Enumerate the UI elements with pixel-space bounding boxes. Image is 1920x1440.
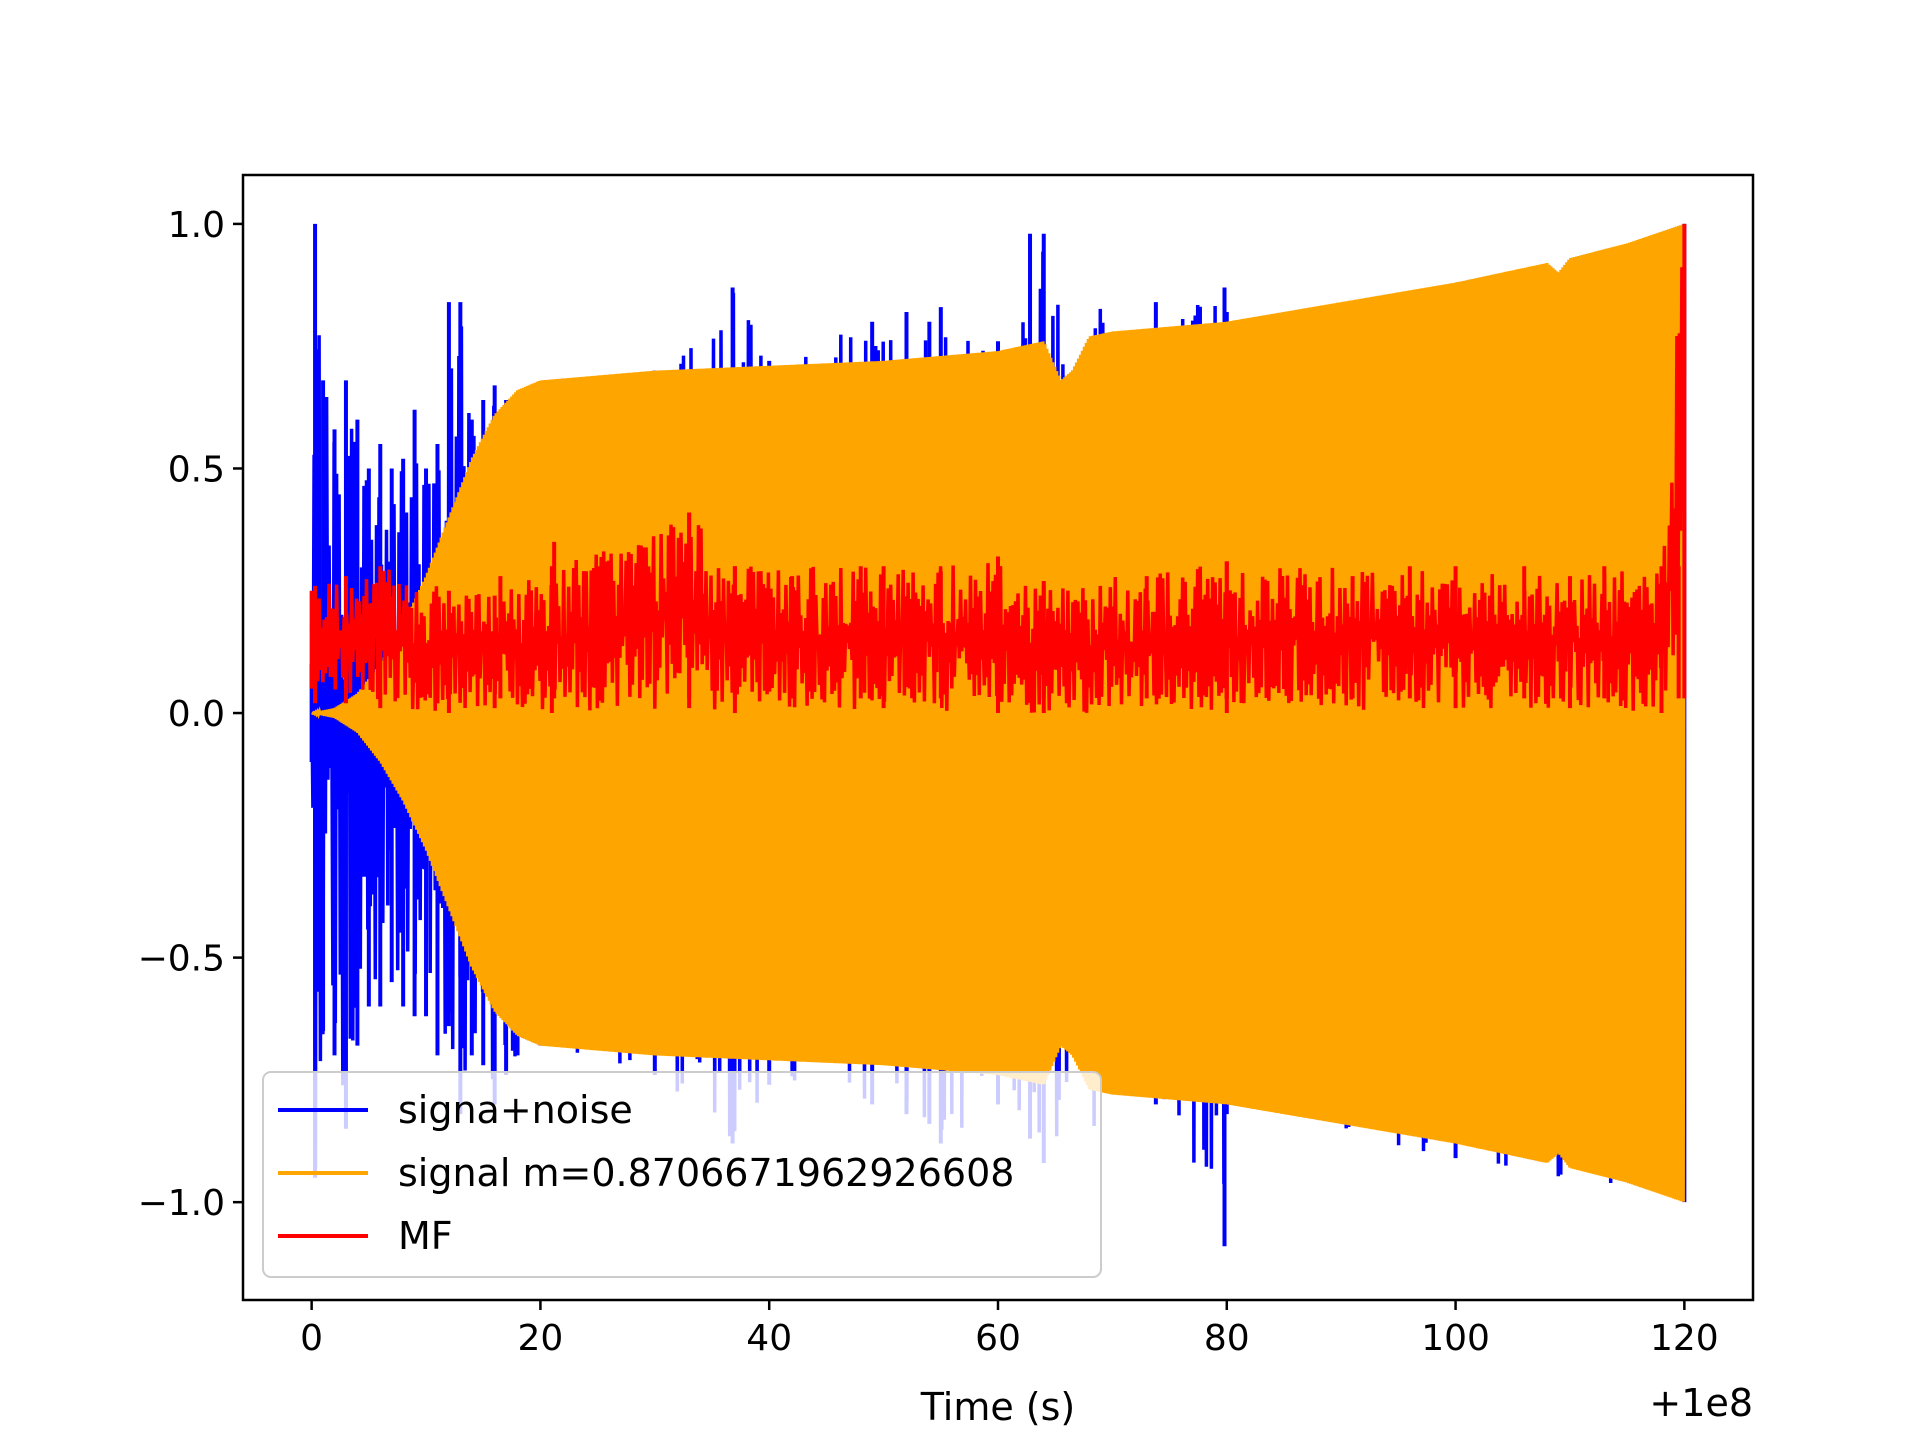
y-axis: −1.0 −0.5 0.0 0.5 1.0 [138,205,243,1224]
legend-label-mf: MF [398,1214,453,1258]
legend: signa+noise signal m=0.8706671962926608 … [262,1071,1102,1278]
y-tick-label-0: −1.0 [138,1183,225,1224]
y-tick-label-3: 0.5 [168,449,225,490]
x-tick-label-2: 40 [746,1318,792,1359]
x-tick-label-1: 20 [518,1318,564,1359]
x-tick-label-5: 100 [1421,1318,1490,1359]
x-axis-label: Time (s) [920,1385,1076,1429]
legend-label-signa-noise: signa+noise [398,1088,633,1132]
x-tick-label-6: 120 [1650,1318,1719,1359]
series-1 [311,223,1686,1202]
legend-box [262,1071,1102,1278]
x-tick-label-4: 80 [1204,1318,1250,1359]
legend-label-signal: signal m=0.8706671962926608 [398,1151,1014,1195]
x-axis: 0 20 40 60 80 100 120 [300,1300,1719,1359]
series-line-1 [311,223,1686,1202]
y-tick-label-1: −0.5 [138,939,225,980]
x-tick-label-0: 0 [300,1318,323,1359]
series-2 [309,223,1687,714]
plot-area [309,223,1687,1247]
y-tick-label-4: 1.0 [168,205,225,246]
y-tick-label-2: 0.0 [168,694,225,735]
x-axis-offset-label: +1e8 [1649,1381,1753,1425]
x-tick-label-3: 60 [975,1318,1021,1359]
